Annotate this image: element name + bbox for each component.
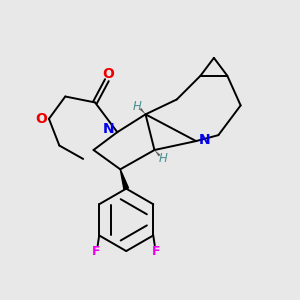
Text: O: O: [103, 67, 114, 81]
Text: F: F: [152, 245, 160, 258]
Text: F: F: [92, 245, 100, 258]
Text: N: N: [103, 122, 114, 136]
Text: N: N: [199, 133, 211, 147]
Text: O: O: [36, 112, 47, 126]
Polygon shape: [120, 169, 128, 189]
Text: H: H: [133, 100, 142, 112]
Text: H: H: [158, 152, 167, 165]
